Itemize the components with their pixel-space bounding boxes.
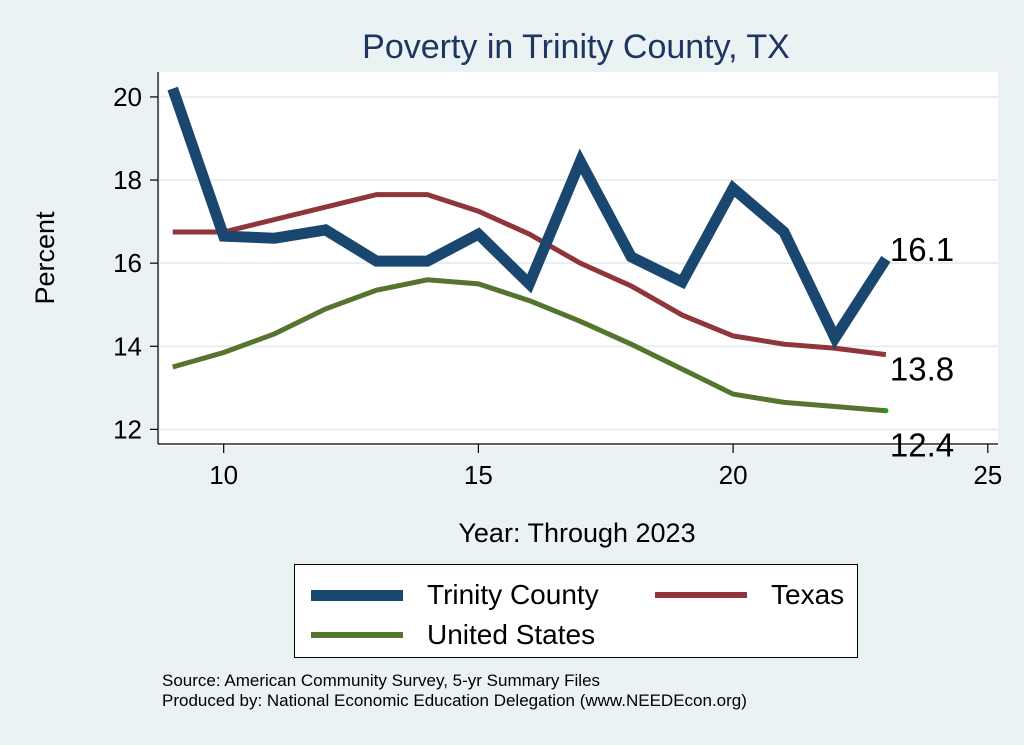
chart-canvas: Poverty in Trinity County, TX 12 14 16 18 20…: [30, 28, 1002, 548]
end-label-united-states: 12.4: [890, 427, 954, 464]
legend-swatch-trinity-county: [311, 589, 403, 601]
series-line-texas: [172, 192, 887, 358]
end-labels: 16.1 13.8 12.4: [883, 231, 954, 464]
legend-label-united-states: United States: [427, 619, 596, 650]
legend-swatch-united-states: [311, 632, 403, 638]
end-label-texas: 13.8: [890, 351, 954, 388]
legend-item-trinity-county: Trinity County: [311, 579, 599, 611]
y-tick-label: 20: [113, 82, 142, 112]
y-tick-label: 14: [113, 331, 142, 361]
legend-label-trinity-county: Trinity County: [427, 579, 599, 610]
x-axis: 10 15 20 25: [158, 443, 1002, 490]
produced-by-line: Produced by: National Economic Education…: [162, 691, 747, 710]
end-label-trinity-county: 16.1: [890, 231, 954, 268]
x-tick-label: 10: [209, 460, 238, 490]
x-tick-label: 15: [464, 460, 493, 490]
y-tick-label: 16: [113, 248, 142, 278]
legend: Trinity County Texas United States: [294, 564, 858, 658]
x-axis-title: Year: Through 2023: [458, 518, 695, 548]
x-tick-label: 25: [973, 460, 1002, 490]
y-tick-label: 18: [113, 165, 142, 195]
x-tick-label: 20: [719, 460, 748, 490]
legend-item-texas: Texas: [655, 579, 844, 611]
plot-area: [160, 72, 998, 446]
y-axis-title: Percent: [30, 211, 60, 305]
end-marker-united-states: [883, 408, 889, 414]
y-tick-label: 12: [113, 414, 142, 444]
series-line-trinity-county: [167, 86, 891, 350]
source-line: Source: American Community Survey, 5-yr …: [162, 671, 601, 690]
legend-item-united-states: United States: [311, 619, 595, 651]
legend-label-texas: Texas: [771, 579, 845, 610]
series-lines: [167, 86, 891, 414]
y-axis: 12 14 16 18 20: [113, 72, 159, 444]
legend-swatch-texas: [655, 592, 747, 598]
source-notes: Source: American Community Survey, 5-yr …: [162, 671, 747, 711]
series-line-united-states: [172, 277, 887, 414]
chart-title: Poverty in Trinity County, TX: [362, 28, 790, 66]
